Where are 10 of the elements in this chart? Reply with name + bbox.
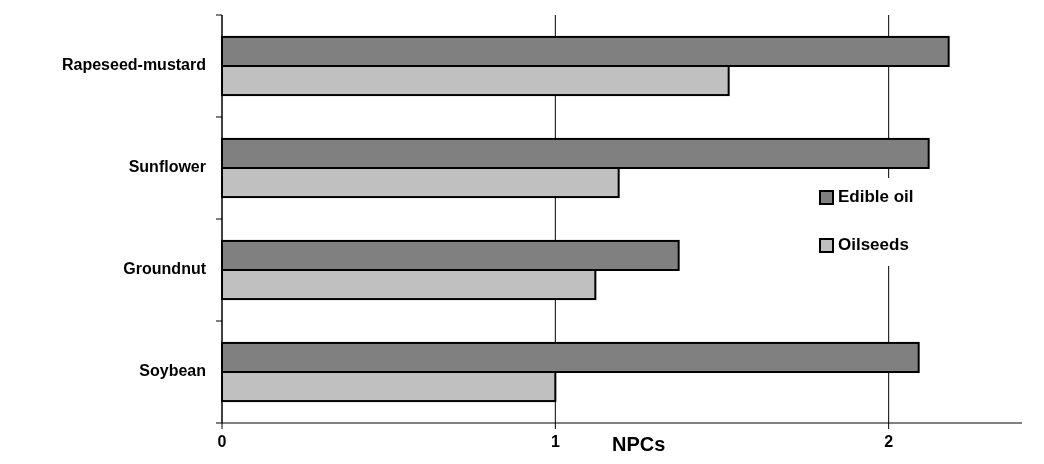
x-axis-title: NPCs <box>611 433 666 455</box>
legend-label: Edible oil <box>838 187 914 207</box>
x-tick-label: 1 <box>550 433 560 450</box>
legend-label: Oilseeds <box>838 235 909 255</box>
y-tick-label: Rapeseed-mustard <box>61 56 206 74</box>
y-tick-label: Sunflower <box>128 158 206 176</box>
x-tick-label: 0 <box>217 433 227 450</box>
y-tick-label: Groundnut <box>123 260 207 278</box>
y-tick-label: Soybean <box>139 362 206 380</box>
x-tick-label: 2 <box>884 433 894 450</box>
